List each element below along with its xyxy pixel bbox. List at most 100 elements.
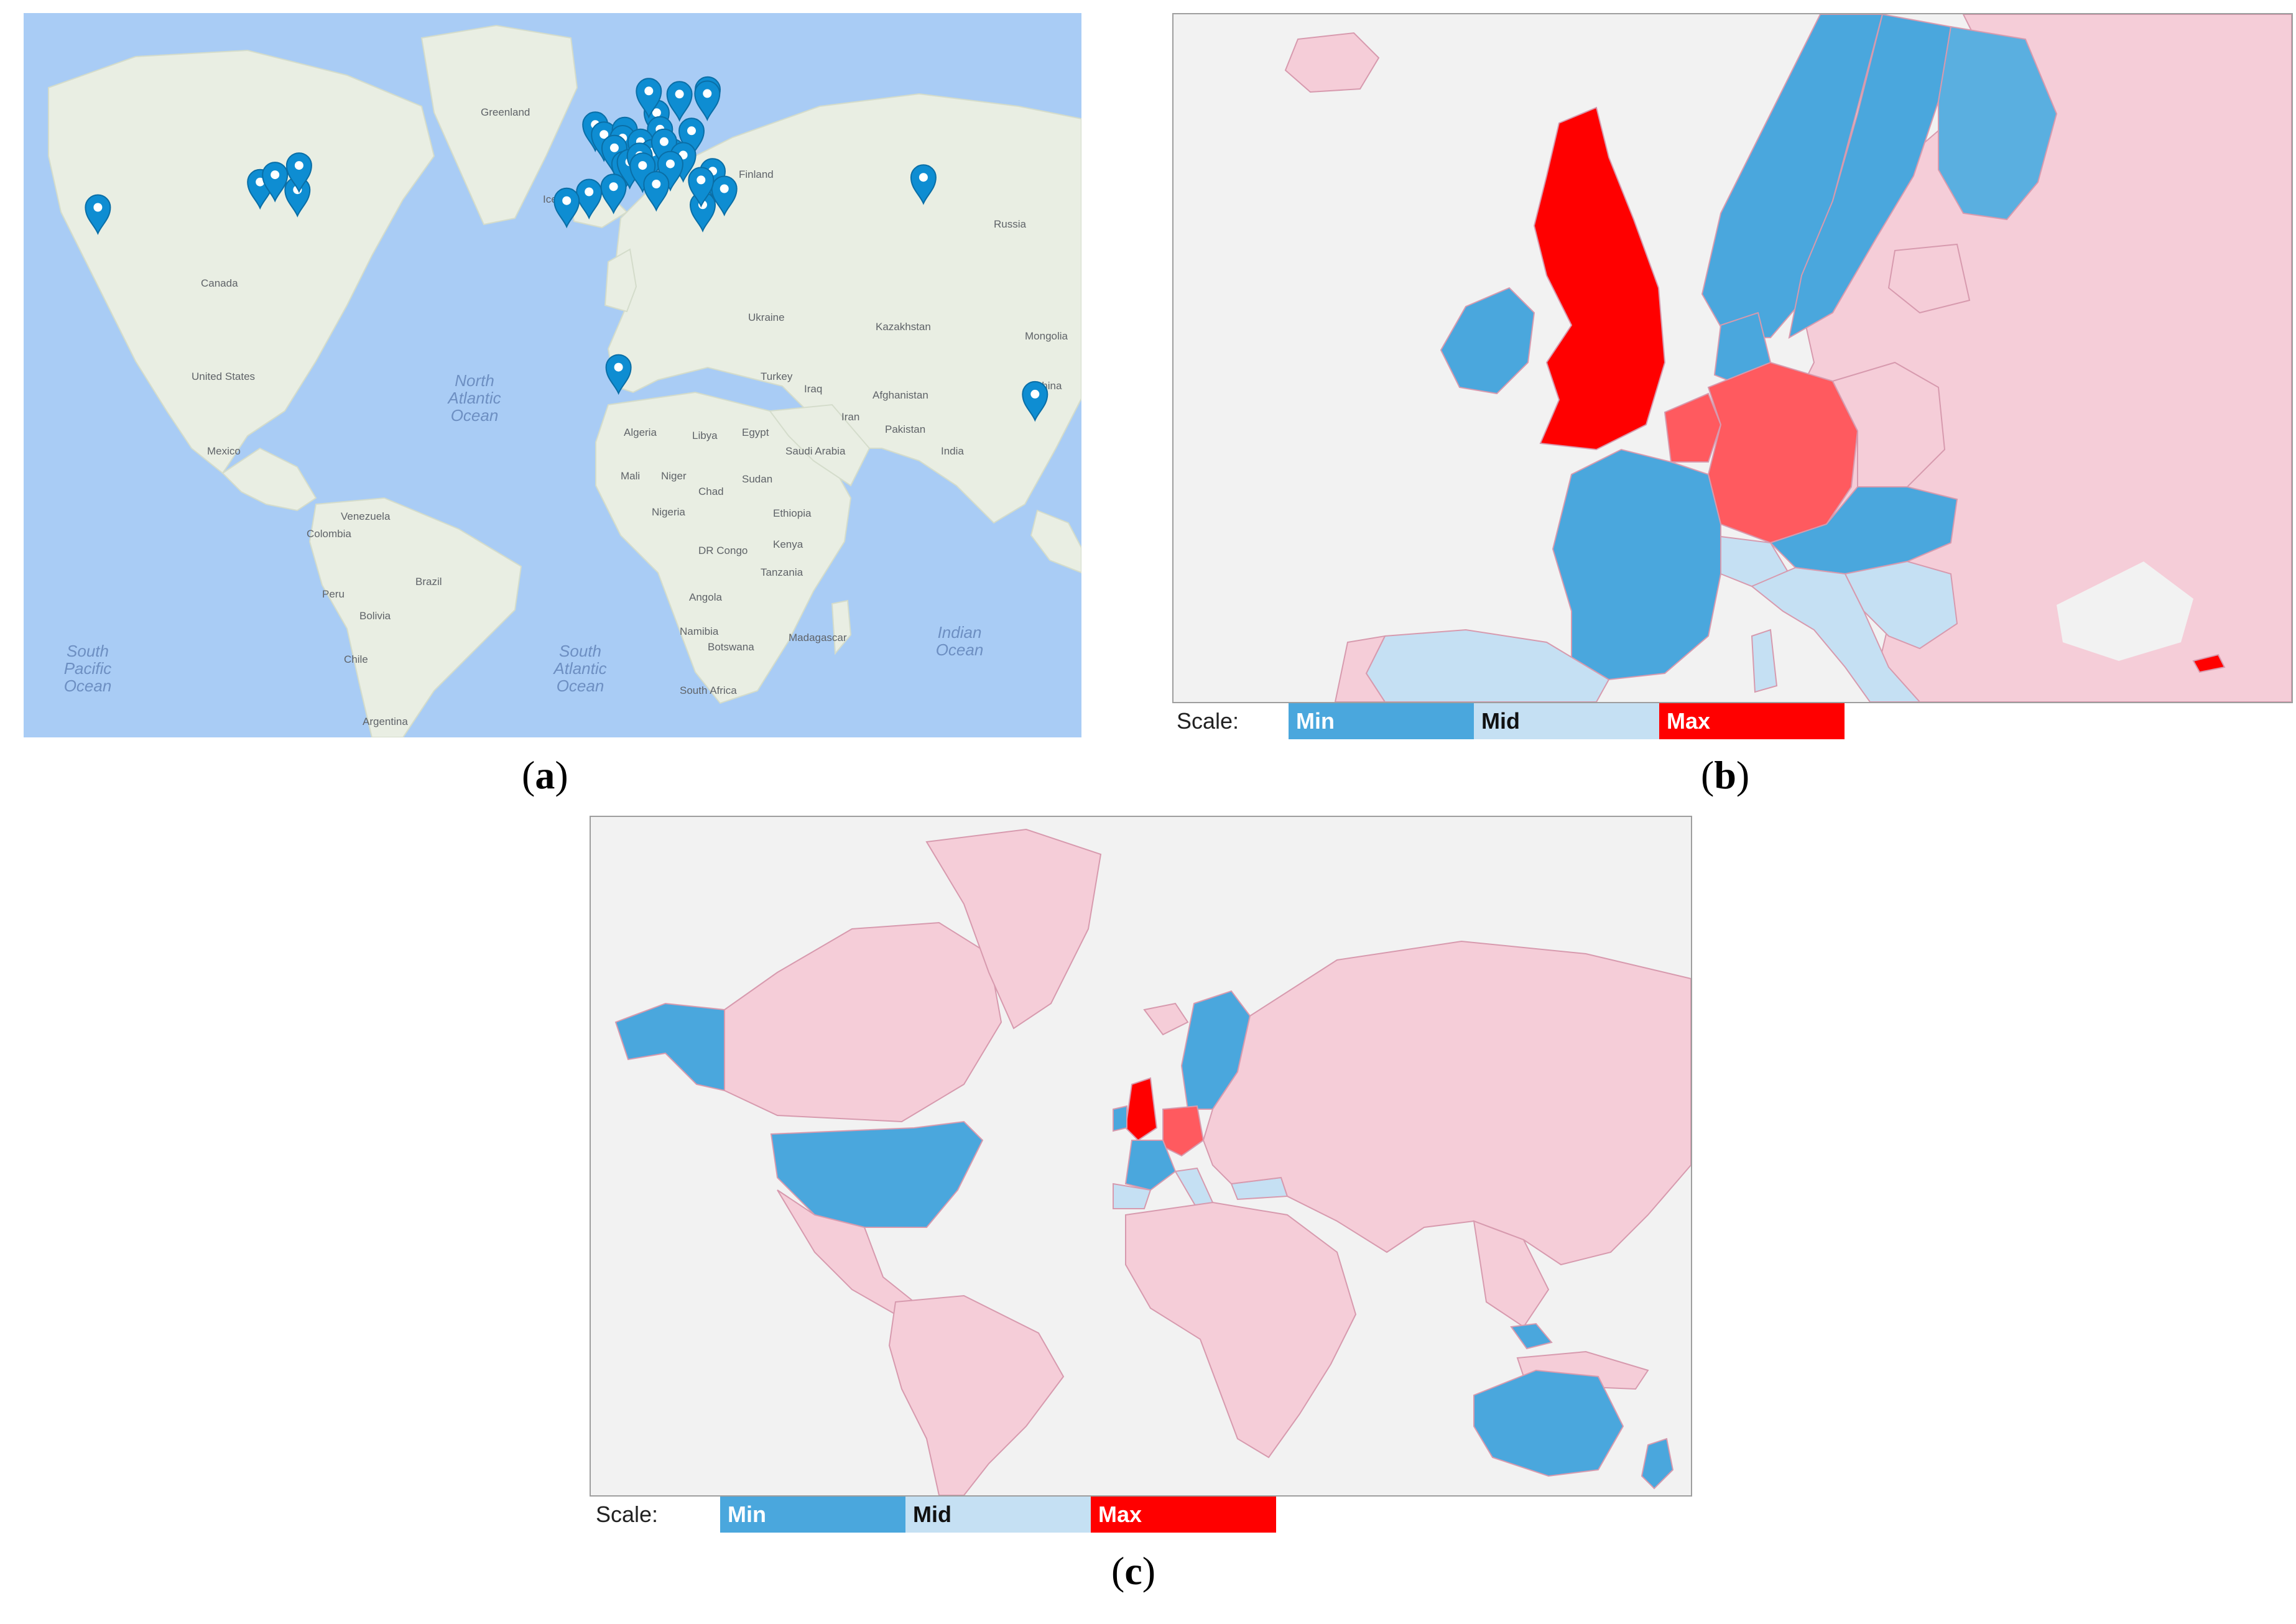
caption-b: (b): [1701, 753, 1750, 797]
country-ireland: [1440, 287, 1535, 395]
location-marker-icon[interactable]: [636, 78, 662, 119]
caption-c: (c): [1111, 1549, 1156, 1593]
marker-pin-dot: [652, 180, 661, 188]
location-marker-icon[interactable]: [85, 194, 111, 236]
region-southeast-asia: [1473, 1220, 1550, 1328]
ocean-north-atlantic-line2: Atlantic: [447, 389, 501, 407]
location-marker-icon[interactable]: [285, 152, 312, 193]
marker-pin-shape: [910, 164, 937, 205]
marker-pin-dot: [93, 203, 103, 212]
marker-world-map[interactable]: Greenland Iceland Finland Russia Canada …: [24, 13, 1081, 737]
marker-pin-shape: [711, 175, 738, 217]
marker-pin-dot: [599, 130, 609, 139]
black-sea: [2057, 561, 2193, 661]
country-iceland: [1143, 1002, 1189, 1036]
label-pakistan: Pakistan: [885, 423, 925, 435]
label-mexico: Mexico: [207, 445, 241, 457]
location-marker-icon[interactable]: [262, 162, 289, 203]
label-botswana: Botswana: [708, 641, 754, 653]
label-iran: Iran: [841, 411, 859, 423]
scale-min-c: Min: [720, 1497, 905, 1533]
marker-pin-shape: [688, 167, 715, 208]
label-tanzania: Tanzania: [761, 566, 803, 578]
continent-south-america: [888, 1294, 1065, 1495]
country-poland: [1831, 361, 1946, 487]
label-madagascar: Madagascar: [789, 632, 847, 644]
label-ethiopia: Ethiopia: [773, 507, 812, 519]
location-marker-icon[interactable]: [605, 354, 632, 395]
label-chile: Chile: [344, 653, 368, 665]
country-labels: Greenland Iceland Finland Russia Canada …: [192, 106, 1068, 727]
marker-pin-shape: [678, 118, 705, 159]
marker-pin-dot: [720, 184, 729, 193]
scale-mid-c: Mid: [905, 1497, 1091, 1533]
country-new-zealand: [1641, 1437, 1674, 1490]
country-iceland: [1284, 32, 1380, 93]
scale-legend-c: Scale: Min Mid Max: [596, 1497, 1276, 1533]
label-turkey: Turkey: [761, 371, 793, 382]
ocean-south-pacific-line2: Pacific: [64, 659, 112, 678]
location-marker-icon[interactable]: [1022, 381, 1048, 422]
location-marker-icon[interactable]: [600, 173, 627, 215]
ocean-indian-line2: Ocean: [936, 640, 984, 659]
marker-pin-dot: [665, 159, 675, 168]
label-russia: Russia: [994, 218, 1027, 230]
country-italy: [1751, 566, 1921, 702]
location-marker-icon[interactable]: [553, 187, 580, 229]
label-brazil: Brazil: [415, 576, 442, 588]
location-marker-icon[interactable]: [910, 164, 937, 205]
madagascar-land: [831, 599, 852, 655]
greenland-land: [420, 24, 578, 226]
label-canada: Canada: [201, 277, 238, 289]
country-france: [1124, 1140, 1177, 1191]
location-marker-icon[interactable]: [666, 81, 693, 122]
world-choropleth-map[interactable]: [590, 816, 1692, 1497]
country-cyprus: [2192, 653, 2226, 673]
label-saudi-arabia: Saudi Arabia: [785, 445, 846, 457]
south-america-land: [308, 497, 522, 737]
label-argentina: Argentina: [363, 716, 408, 727]
caption-c-letter: c: [1124, 1549, 1142, 1593]
country-portugal: [1334, 635, 1386, 702]
country-united-states: [770, 1120, 984, 1228]
location-marker-icon[interactable]: [643, 171, 670, 212]
country-iberia: [1113, 1183, 1152, 1209]
southeast-asia-islands: [1030, 509, 1081, 574]
ocean-labels: North Atlantic Ocean South Pacific Ocean…: [64, 371, 984, 695]
ocean-south-atlantic-line2: Atlantic: [552, 659, 606, 678]
country-alaska: [614, 1002, 725, 1092]
marker-pin-dot: [687, 126, 696, 136]
label-sudan: Sudan: [742, 473, 772, 485]
country-benelux: [1664, 392, 1722, 463]
location-marker-icon[interactable]: [688, 167, 715, 208]
ocean-south-pacific-line3: Ocean: [64, 676, 112, 695]
country-finland: [1938, 25, 2058, 221]
caption-a-letter: a: [535, 753, 555, 797]
label-venezuela: Venezuela: [341, 510, 391, 522]
marker-pin-dot: [1030, 389, 1040, 399]
label-chad: Chad: [698, 486, 724, 497]
continent-africa: [1125, 1201, 1357, 1459]
label-united-states: United States: [192, 371, 255, 382]
scale-max-c: Max: [1091, 1497, 1276, 1533]
marker-layer: [85, 76, 1048, 422]
label-afghanistan: Afghanistan: [873, 389, 928, 401]
country-germany: [1162, 1105, 1205, 1157]
europe-choropleth-map[interactable]: [1172, 13, 2293, 703]
label-south-africa: South Africa: [680, 685, 737, 696]
location-marker-icon[interactable]: [678, 118, 705, 159]
location-marker-icon[interactable]: [694, 80, 721, 121]
europe-map-svg: [1284, 14, 2292, 702]
caption-b-letter: b: [1714, 753, 1736, 797]
label-libya: Libya: [692, 430, 718, 441]
country-france: [1552, 448, 1721, 681]
marker-pin-shape: [85, 194, 111, 236]
location-marker-icon[interactable]: [711, 175, 738, 217]
country-malaysia: [1510, 1322, 1553, 1350]
marker-pin-dot: [652, 108, 661, 118]
ocean-south-atlantic-line1: South: [559, 642, 601, 660]
marker-map-svg: Greenland Iceland Finland Russia Canada …: [48, 24, 1081, 737]
world-map-svg: [614, 828, 1691, 1495]
label-kazakhstan: Kazakhstan: [876, 321, 931, 333]
country-norway: [1701, 14, 1884, 338]
